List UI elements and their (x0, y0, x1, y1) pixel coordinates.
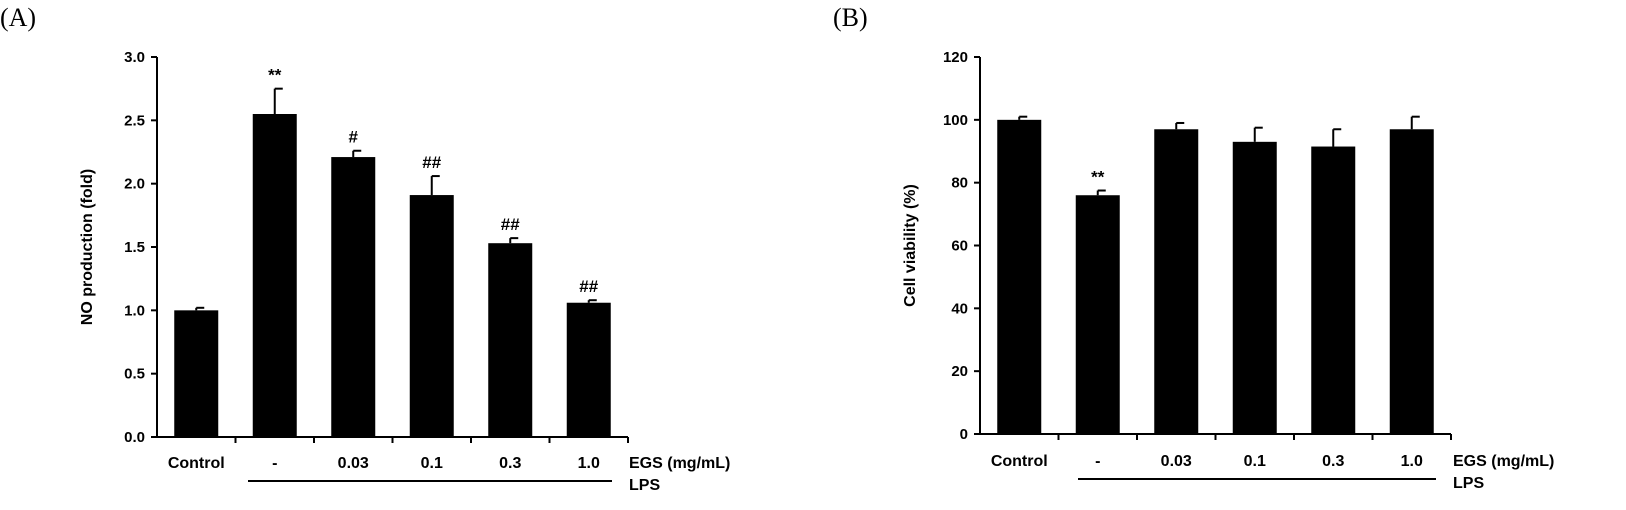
y-axis-title: NO production (fold) (79, 169, 96, 325)
x-category-label: Control (991, 453, 1048, 470)
x-category-label: 0.1 (1244, 453, 1266, 470)
x-category-label: Control (168, 455, 225, 472)
x-axis-title: EGS (mg/mL) (629, 455, 730, 472)
y-tick-label: 120 (943, 49, 968, 66)
panel-label: (A) (0, 3, 36, 32)
bar-4 (409, 195, 454, 437)
x-category-label: 0.03 (1161, 453, 1192, 470)
x-category-label: 0.3 (1322, 453, 1344, 470)
y-tick-label: 20 (951, 363, 968, 380)
lps-group-label: LPS (1453, 475, 1484, 492)
bar-1 (174, 310, 219, 437)
bar-6 (566, 302, 611, 437)
bar-1 (997, 119, 1042, 434)
y-tick-label: 3.0 (124, 49, 145, 66)
y-tick-label: 40 (951, 300, 968, 317)
significance-mark: ## (422, 153, 441, 172)
x-axis-title: EGS (mg/mL) (1453, 453, 1554, 470)
panel-label: (B) (833, 3, 868, 32)
bar-3 (331, 157, 376, 438)
chart-panel-a: (A) 0.0 0.5 1.0 1.5 2.0 2.5 3.0 NO production (f… (0, 3, 730, 494)
x-category-label: - (272, 455, 277, 472)
x-category-label: - (1095, 453, 1100, 470)
y-tick-label: 100 (943, 112, 968, 129)
significance-mark: # (349, 128, 359, 147)
bar-5 (488, 243, 533, 437)
bar-3 (1154, 129, 1199, 434)
lps-group-label: LPS (629, 477, 660, 494)
chart-panel-b: (B) 0 20 40 60 80 100 120 Cell viability (%) Cont… (833, 3, 1554, 492)
x-category-label: 0.1 (421, 455, 443, 472)
x-category-label: 1.0 (578, 455, 600, 472)
y-tick-label: 0.0 (124, 429, 145, 446)
y-tick-label: 0.5 (124, 366, 145, 383)
significance-mark: ## (501, 215, 520, 234)
y-tick-label: 1.0 (124, 302, 145, 319)
y-tick-label: 1.5 (124, 239, 145, 256)
bar-6 (1389, 129, 1434, 434)
significance-mark: ** (1091, 168, 1105, 187)
y-tick-label: 60 (951, 238, 968, 255)
x-category-label: 0.03 (338, 455, 369, 472)
y-tick-label: 2.0 (124, 176, 145, 193)
bar-4 (1232, 141, 1277, 434)
x-category-label: 1.0 (1401, 453, 1423, 470)
y-tick-label: 0 (960, 426, 968, 443)
bar-2 (1075, 195, 1120, 434)
x-category-label: 0.3 (499, 455, 521, 472)
significance-mark: ## (579, 277, 598, 296)
y-tick-label: 80 (951, 175, 968, 192)
bar-5 (1311, 146, 1356, 434)
y-axis-title: Cell viability (%) (902, 184, 919, 307)
bar-2 (252, 114, 297, 437)
significance-mark: ** (268, 66, 282, 85)
y-tick-label: 2.5 (124, 112, 145, 129)
